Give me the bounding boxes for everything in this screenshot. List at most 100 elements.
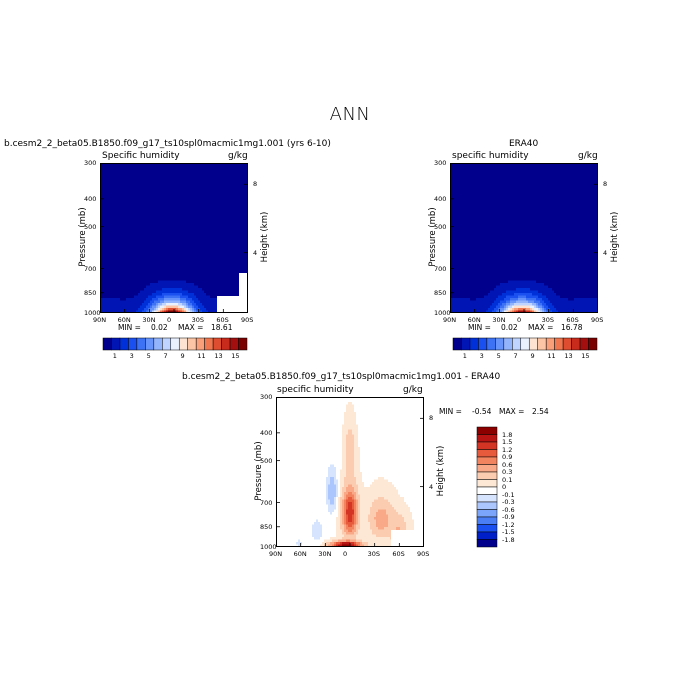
panel1-cell bbox=[168, 193, 171, 196]
panel1-cell bbox=[180, 228, 183, 231]
panel1-cell bbox=[140, 185, 143, 189]
panel2-cell bbox=[580, 168, 583, 171]
panel2-cell bbox=[584, 168, 587, 171]
panel1-cell bbox=[110, 248, 113, 251]
panel2-cell bbox=[556, 178, 559, 181]
panel1-cell bbox=[172, 163, 175, 166]
panel1-cell bbox=[180, 233, 183, 236]
panel1-cell bbox=[230, 195, 233, 199]
panel1-cell bbox=[234, 270, 237, 274]
panel1-cell bbox=[178, 208, 181, 211]
panel1-cell bbox=[236, 185, 239, 189]
panel1-cell bbox=[202, 200, 205, 204]
panel1-cell bbox=[158, 303, 161, 306]
panel1-cell bbox=[202, 175, 205, 179]
panel1-cell bbox=[128, 240, 131, 244]
panel1-cell bbox=[152, 213, 155, 216]
panel1-cell bbox=[136, 183, 139, 186]
panel1-cell bbox=[110, 298, 113, 301]
panel1-cell bbox=[228, 248, 231, 251]
panel2-cell bbox=[538, 178, 541, 181]
panel1-cell bbox=[186, 205, 189, 209]
panel1-cell bbox=[162, 280, 165, 284]
panel1-cell bbox=[100, 250, 103, 254]
panel1-cell bbox=[176, 200, 179, 204]
panel1-cell bbox=[220, 248, 223, 251]
panel1-cell bbox=[148, 188, 151, 191]
panel2-cell bbox=[544, 175, 547, 179]
panel1-cell bbox=[160, 193, 163, 196]
panel1-cell bbox=[162, 250, 165, 254]
panel2-cell bbox=[496, 163, 499, 166]
panel1-cell bbox=[238, 245, 241, 249]
panel1-cell bbox=[176, 210, 179, 214]
panel1-cell bbox=[164, 245, 167, 249]
panel1-cell bbox=[138, 225, 141, 229]
panel1-cell bbox=[212, 208, 215, 211]
panel1-cell bbox=[102, 268, 105, 271]
panel1-cell bbox=[102, 200, 105, 204]
panel1-cell bbox=[206, 188, 209, 191]
panel1-cell bbox=[140, 170, 143, 174]
panel1-cell bbox=[192, 268, 195, 271]
panel1-cell bbox=[190, 203, 193, 206]
panel1-cell bbox=[176, 258, 179, 261]
panel2-cell bbox=[452, 180, 455, 184]
panel1-cell bbox=[130, 173, 133, 176]
panel1-cell bbox=[166, 198, 169, 201]
panel1-cell bbox=[118, 225, 121, 229]
panel1-cell bbox=[224, 273, 227, 276]
panel1-cell bbox=[170, 278, 173, 281]
panel1-cell bbox=[206, 253, 209, 256]
panel1-cell bbox=[102, 280, 105, 284]
panel1-cell bbox=[200, 173, 203, 176]
panel1-cell bbox=[214, 213, 217, 216]
panel1-cell bbox=[126, 220, 129, 224]
panel1-cell bbox=[114, 278, 117, 281]
panel1-cell bbox=[200, 273, 203, 276]
panel1-cell bbox=[124, 300, 127, 304]
panel1-cell bbox=[182, 248, 185, 251]
panel1-cell bbox=[200, 183, 203, 186]
panel1-cell bbox=[106, 200, 109, 204]
panel1-cell bbox=[156, 228, 159, 231]
panel1-cell bbox=[180, 238, 183, 241]
panel2-cell bbox=[476, 178, 479, 181]
panel1-cell bbox=[192, 260, 195, 264]
panel2-cell bbox=[506, 175, 509, 179]
panel1-cell bbox=[186, 198, 189, 201]
panel1-cell bbox=[206, 213, 209, 216]
panel1-cell bbox=[124, 263, 127, 266]
panel1-cell bbox=[144, 293, 147, 296]
panel1-cell bbox=[208, 223, 211, 226]
panel1-cell bbox=[122, 190, 125, 194]
panel1-cell bbox=[116, 198, 119, 201]
panel1-cell bbox=[174, 240, 177, 244]
panel1-cell bbox=[156, 168, 159, 171]
panel1-cell bbox=[212, 275, 215, 279]
panel1-cell bbox=[234, 228, 237, 231]
panel1-cell bbox=[180, 268, 183, 271]
panel1-cell bbox=[168, 235, 171, 239]
panel1-cell bbox=[152, 283, 155, 286]
panel1-cell bbox=[164, 228, 167, 231]
panel1-cell bbox=[186, 195, 189, 199]
panel1-cell bbox=[108, 190, 111, 194]
panel1-cell bbox=[146, 205, 149, 209]
panel1-cell bbox=[218, 228, 221, 231]
panel2-cell bbox=[460, 163, 463, 166]
panel1-cell bbox=[218, 175, 221, 179]
panel2-cell bbox=[490, 178, 493, 181]
panel1-cell bbox=[226, 230, 229, 234]
panel1-cell bbox=[134, 175, 137, 179]
panel2-cell bbox=[494, 170, 497, 174]
panel1-cell bbox=[152, 260, 155, 264]
panel2-cell bbox=[460, 170, 463, 174]
panel1-cell bbox=[144, 218, 147, 221]
panel1-cell bbox=[140, 183, 143, 186]
panel1-cell bbox=[136, 263, 139, 266]
panel1-cell bbox=[182, 213, 185, 216]
panel1-cell bbox=[206, 215, 209, 219]
panel1-cell bbox=[212, 310, 215, 313]
panel1-cell bbox=[140, 298, 143, 301]
